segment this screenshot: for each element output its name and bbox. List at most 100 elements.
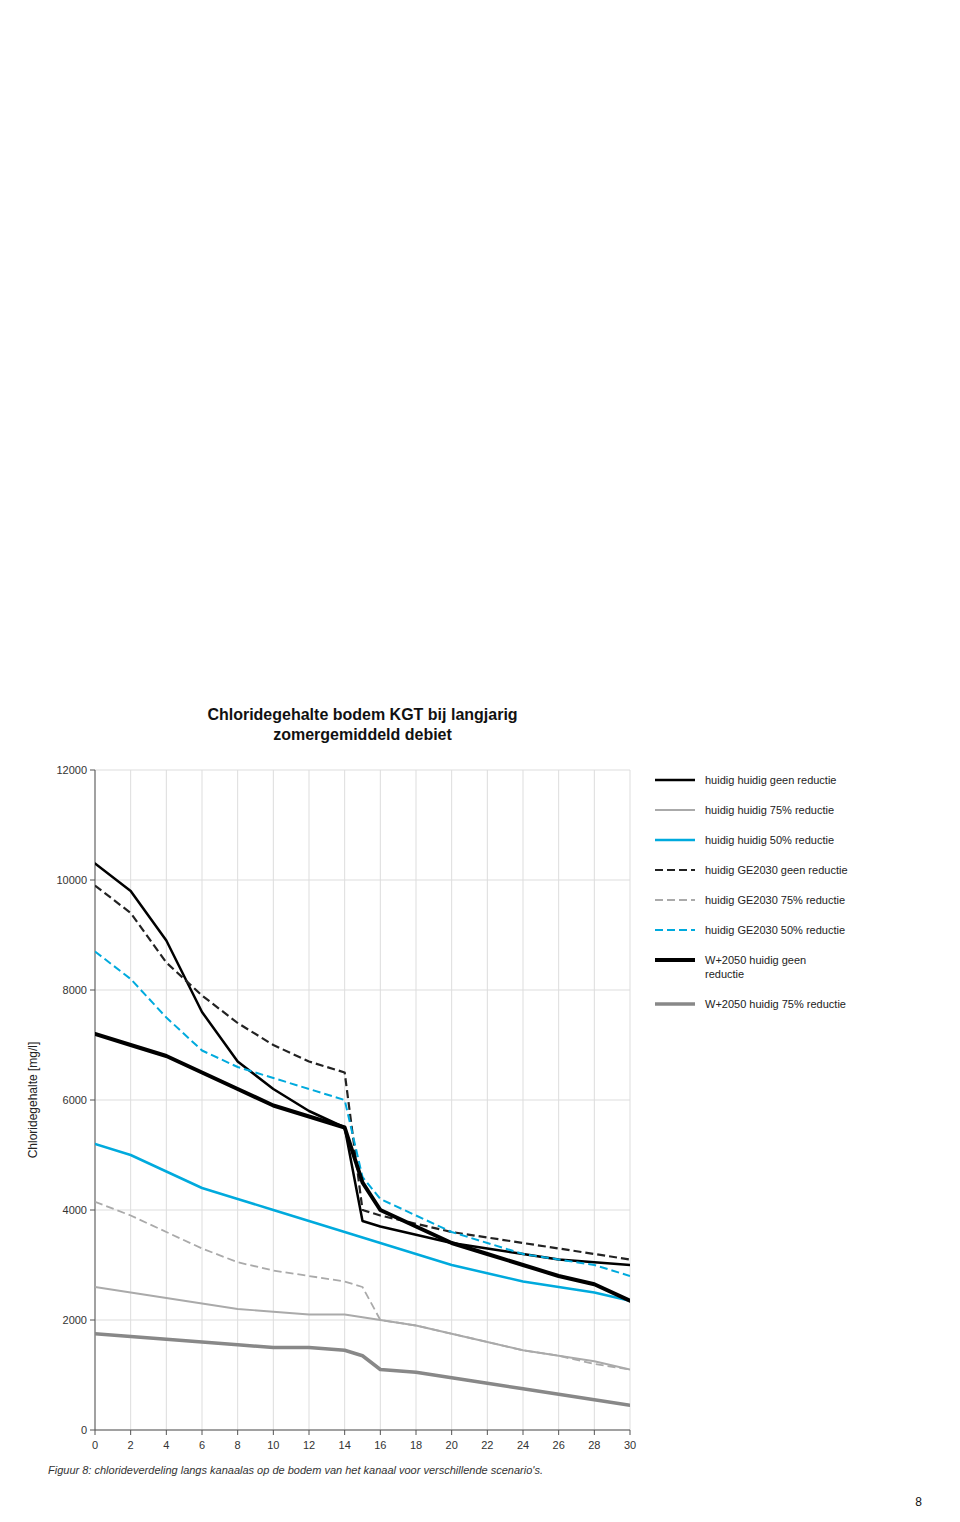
x-grid-line [594,770,595,1430]
x-tick [273,1430,274,1435]
x-tick-label: 6 [199,1439,205,1451]
x-grid-line [451,770,452,1430]
legend-swatch [655,839,695,842]
x-grid-line [309,770,310,1430]
y-tick [90,990,95,991]
y-tick-label: 4000 [63,1204,87,1216]
legend-label: huidig GE2030 geen reductie [705,864,848,876]
x-grid-line [273,770,274,1430]
y-tick [90,1100,95,1101]
x-tick-label: 20 [446,1439,458,1451]
x-grid-line [487,770,488,1430]
series-group [95,864,630,1406]
x-tick [130,1430,131,1435]
y-tick-label: 10000 [56,874,87,886]
series-line [95,1334,630,1406]
x-tick-label: 10 [267,1439,279,1451]
y-tick-label: 6000 [63,1094,87,1106]
x-tick-label: 30 [624,1439,636,1451]
legend-label-line: W+2050 huidig geen [705,954,806,966]
legend-swatch [655,809,695,811]
legend-label: huidig huidig 50% reductie [705,834,834,846]
x-grid-line [416,770,417,1430]
y-grid-line [95,990,630,991]
x-tick [451,1430,452,1435]
x-grid-line [523,770,524,1430]
x-tick [416,1430,417,1435]
series-line [95,1144,630,1301]
x-tick-label: 4 [163,1439,169,1451]
x-tick [95,1430,96,1435]
legend-label-line: huidig GE2030 75% reductie [705,894,845,906]
legend-label: huidig GE2030 75% reductie [705,894,845,906]
x-tick-label: 16 [374,1439,386,1451]
x-tick [487,1430,488,1435]
grid [95,770,630,1430]
x-grid-line [202,770,203,1430]
x-tick [309,1430,310,1435]
y-grid-line [95,1320,630,1321]
series-line [95,1202,630,1370]
page-number: 8 [915,1495,922,1509]
x-tick [523,1430,524,1435]
caption: Figuur 8: chlorideverdeling langs kanaal… [48,1464,543,1476]
x-tick-label: 14 [339,1439,351,1451]
x-grid-line [166,770,167,1430]
legend-label-line: huidig huidig 50% reductie [705,834,834,846]
legend-label-line: huidig GE2030 geen reductie [705,864,848,876]
y-grid-line [95,770,630,771]
x-tick-label: 26 [553,1439,565,1451]
y-tick-label: 2000 [63,1314,87,1326]
x-tick [594,1430,595,1435]
legend-label-line: huidig GE2030 50% reductie [705,924,845,936]
legend-label: huidig huidig geen reductie [705,774,837,786]
y-grid-line [95,1430,630,1431]
series-line [95,1034,630,1301]
y-tick [90,1210,95,1211]
y-tick [90,1320,95,1321]
x-tick [630,1430,631,1435]
y-tick [90,770,95,771]
legend-label: W+2050 huidig 75% reductie [705,998,846,1010]
legend-label-line: huidig huidig 75% reductie [705,804,834,816]
x-tick-label: 8 [235,1439,241,1451]
y-tick [90,880,95,881]
x-tick-label: 18 [410,1439,422,1451]
legend-swatch [655,1002,695,1006]
y-axis-label: Chloridegehalte [mg/l] [26,1042,40,1159]
x-grid-line [344,770,345,1430]
x-axis-line [95,1430,630,1431]
y-tick [90,1430,95,1431]
chart-svg: 0200040006000800010000120000246810121416… [0,0,960,1522]
legend-swatch [655,929,695,931]
x-tick [380,1430,381,1435]
series-line [95,886,630,1260]
x-tick [558,1430,559,1435]
x-grid-line [237,770,238,1430]
x-grid-line [380,770,381,1430]
y-tick-label: 0 [81,1424,87,1436]
legend-label: huidig huidig 75% reductie [705,804,834,816]
x-tick-label: 0 [92,1439,98,1451]
x-tick-label: 28 [588,1439,600,1451]
title-line: Chloridegehalte bodem KGT bij langjarig [207,706,517,723]
y-tick-label: 12000 [56,764,87,776]
x-grid-line [630,770,631,1430]
series-line [95,864,630,1266]
x-tick-label: 2 [128,1439,134,1451]
legend-swatch [655,779,695,782]
x-grid-line [558,770,559,1430]
x-tick [202,1430,203,1435]
y-grid-line [95,880,630,881]
legend-label: W+2050 huidig geen reductie [705,954,806,980]
x-tick-label: 24 [517,1439,529,1451]
x-grid-line [130,770,131,1430]
legend-label-line: W+2050 huidig 75% reductie [705,998,846,1010]
legend-label-line: reductie [705,968,744,980]
legend-label-line: huidig huidig geen reductie [705,774,837,786]
x-tick [344,1430,345,1435]
legend-swatch [655,899,695,901]
axes: 0200040006000800010000120000246810121416… [56,764,636,1451]
x-tick-label: 12 [303,1439,315,1451]
chart-title: Chloridegehalte bodem KGT bij langjarigz… [207,706,517,743]
